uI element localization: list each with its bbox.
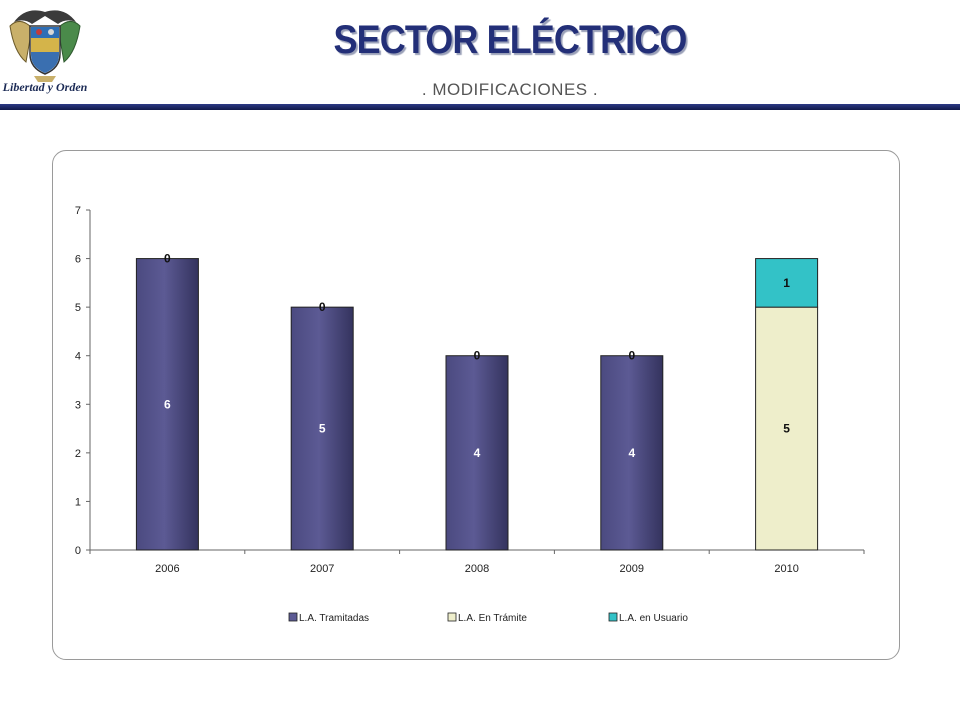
x-tick-label: 2006 — [155, 563, 179, 575]
bar-segment — [135, 258, 199, 551]
page-subtitle: . MODIFICACIONES . — [421, 80, 599, 99]
y-tick-label: 3 — [75, 399, 81, 411]
y-tick-label: 6 — [75, 254, 81, 266]
data-label: 0 — [164, 252, 171, 266]
bar-segment — [600, 355, 664, 551]
legend-swatch — [447, 612, 457, 622]
data-label: 4 — [474, 446, 481, 460]
coat-of-arms-logo — [9, 10, 81, 82]
legend-swatch — [608, 612, 618, 622]
bar-segment — [445, 355, 509, 551]
stacked-bar-chart: 0 1 2 3 4 5 6 7 2006 2007 2008 2009 2010 6 0 5 0 4 0 4 0 5 1 L.… — [75, 205, 865, 624]
data-label: 5 — [783, 422, 790, 436]
data-label: 4 — [628, 446, 635, 460]
x-tick-label: 2009 — [620, 563, 644, 575]
bar-segment — [755, 258, 819, 308]
legend-label: L.A. Tramitadas — [299, 613, 369, 624]
page-title: SECTOR ELÉCTRICO — [333, 18, 688, 62]
data-label: 1 — [783, 276, 790, 290]
y-tick-label: 0 — [75, 545, 81, 557]
legend-label: L.A. En Trámite — [458, 613, 527, 624]
data-label: 5 — [319, 422, 326, 436]
x-tick-label: 2007 — [310, 563, 334, 575]
y-tick-label: 2 — [75, 448, 81, 460]
data-label: 6 — [164, 397, 171, 411]
y-tick-label: 7 — [75, 205, 81, 217]
chart-panel: 0 1 2 3 4 5 6 7 2006 2007 2008 2009 2010 6 0 5 0 4 0 4 0 5 1 L.… — [52, 150, 900, 660]
y-tick-label: 4 — [75, 351, 81, 363]
x-tick-label: 2010 — [774, 563, 798, 575]
bar-segment — [290, 306, 354, 551]
y-tick-label: 5 — [75, 302, 81, 314]
header-divider — [0, 104, 960, 110]
logo-caption: Libertad y Orden — [2, 80, 88, 94]
y-tick-label: 1 — [75, 496, 81, 508]
data-label: 0 — [474, 349, 481, 363]
legend-swatch — [288, 612, 298, 622]
x-tick-label: 2008 — [465, 563, 489, 575]
legend-label: L.A. en Usuario — [619, 613, 688, 624]
data-label: 0 — [319, 300, 326, 314]
data-label: 0 — [628, 349, 635, 363]
